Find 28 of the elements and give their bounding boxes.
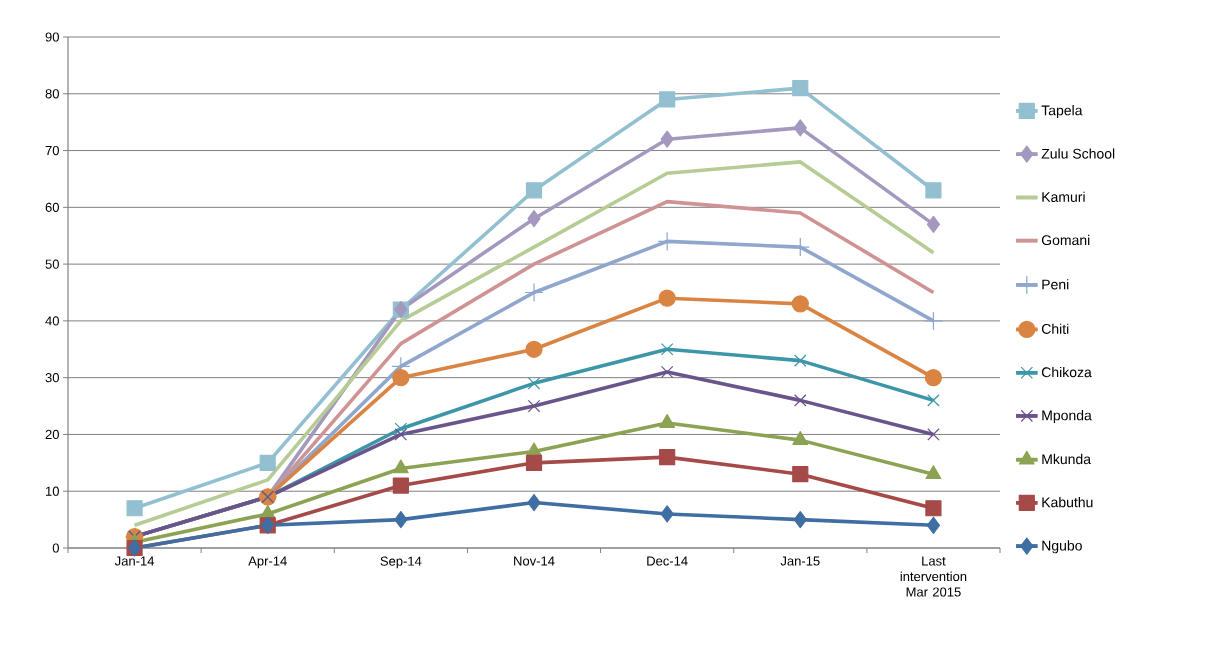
y-tick-label: 40: [45, 316, 59, 326]
y-tick-label: 60: [45, 202, 59, 212]
x-tick-label: Dec-14: [647, 556, 688, 566]
x-tick-label: Jan-14: [114, 556, 155, 566]
legend-label: Mponda: [1042, 410, 1092, 424]
x-tick-label: Apr-14: [248, 556, 287, 569]
x-tick-label: Last intervention Mar 2015: [900, 556, 967, 597]
legend-label: Tapela: [1041, 105, 1083, 119]
legend-label: Kamuri: [1042, 191, 1085, 202]
legend-label: Chiti: [1041, 323, 1069, 334]
legend-label: Gomani: [1041, 234, 1090, 246]
x-tick-label: Jan-15: [780, 556, 820, 566]
y-tick-label: 0: [52, 543, 59, 553]
legend-label: Chikoza: [1041, 366, 1092, 378]
y-tick-label: 10: [46, 486, 59, 496]
x-tick-label: Sep-14: [380, 556, 422, 569]
y-tick-label: 80: [45, 89, 59, 99]
legend-label: Mkunda: [1042, 453, 1092, 465]
y-tick-label: 70: [45, 145, 59, 156]
y-tick-label: 90: [45, 32, 59, 42]
y-tick-label: 30: [45, 373, 59, 383]
legend-label: Peni: [1042, 279, 1069, 290]
y-tick-label: 20: [45, 429, 59, 440]
legend-label: Zulu School: [1041, 148, 1115, 159]
legend-label: Ngubo: [1042, 540, 1082, 554]
y-tick-label: 50: [45, 259, 59, 269]
legend-label: Kabuthu: [1042, 497, 1093, 508]
x-tick-label: Nov-14: [514, 556, 555, 566]
